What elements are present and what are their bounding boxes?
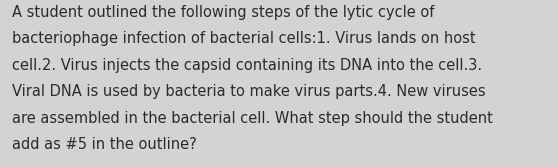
Text: A student outlined the following steps of the lytic cycle of: A student outlined the following steps o…	[12, 5, 435, 20]
Text: are assembled in the bacterial cell. What step should the student: are assembled in the bacterial cell. Wha…	[12, 111, 493, 126]
Text: Viral DNA is used by bacteria to make virus parts.4. New viruses: Viral DNA is used by bacteria to make vi…	[12, 84, 486, 99]
Text: add as #5 in the outline?: add as #5 in the outline?	[12, 137, 197, 152]
Text: bacteriophage infection of bacterial cells:1. Virus lands on host: bacteriophage infection of bacterial cel…	[12, 31, 476, 46]
Text: cell.2. Virus injects the capsid containing its DNA into the cell.3.: cell.2. Virus injects the capsid contain…	[12, 58, 483, 73]
